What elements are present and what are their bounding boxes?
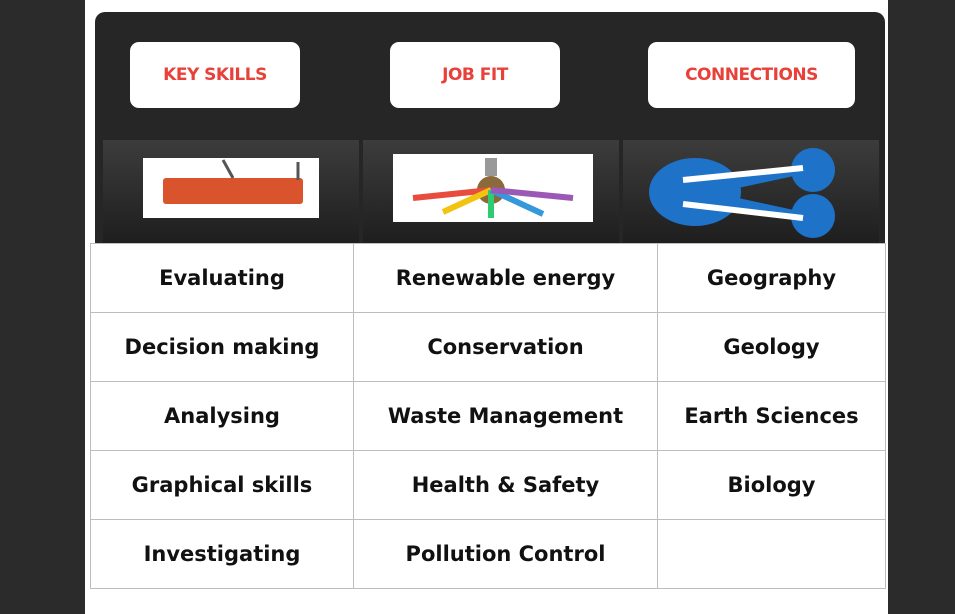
connections-icon (623, 140, 879, 244)
table-cell (658, 520, 886, 589)
job-icon (363, 140, 619, 244)
table-cell: Investigating (91, 520, 354, 589)
table-cell: Analysing (91, 382, 354, 451)
table-cell: Evaluating (91, 244, 354, 313)
table-cell: Earth Sciences (658, 382, 886, 451)
table-cell: Graphical skills (91, 451, 354, 520)
table-cell: Geography (658, 244, 886, 313)
header-panel: KEY SKILLS JOB FIT CONNECTIONS (95, 12, 885, 244)
side-bar (888, 0, 955, 614)
table-cell: Health & Safety (354, 451, 658, 520)
table-cell: Pollution Control (354, 520, 658, 589)
side-bar (0, 0, 85, 614)
table-cell: Geology (658, 313, 886, 382)
table-cell: Decision making (91, 313, 354, 382)
tab-button[interactable]: JOB FIT (390, 42, 560, 108)
tab-button[interactable]: KEY SKILLS (130, 42, 300, 108)
tab-button[interactable]: CONNECTIONS (648, 42, 855, 108)
table-cell: Renewable energy (354, 244, 658, 313)
table-cell: Biology (658, 451, 886, 520)
table-cell: Conservation (354, 313, 658, 382)
table-cell: Waste Management (354, 382, 658, 451)
page: KEY SKILLS JOB FIT CONNECTIONS Evaluatin… (0, 0, 955, 614)
skills-icon (103, 140, 359, 244)
